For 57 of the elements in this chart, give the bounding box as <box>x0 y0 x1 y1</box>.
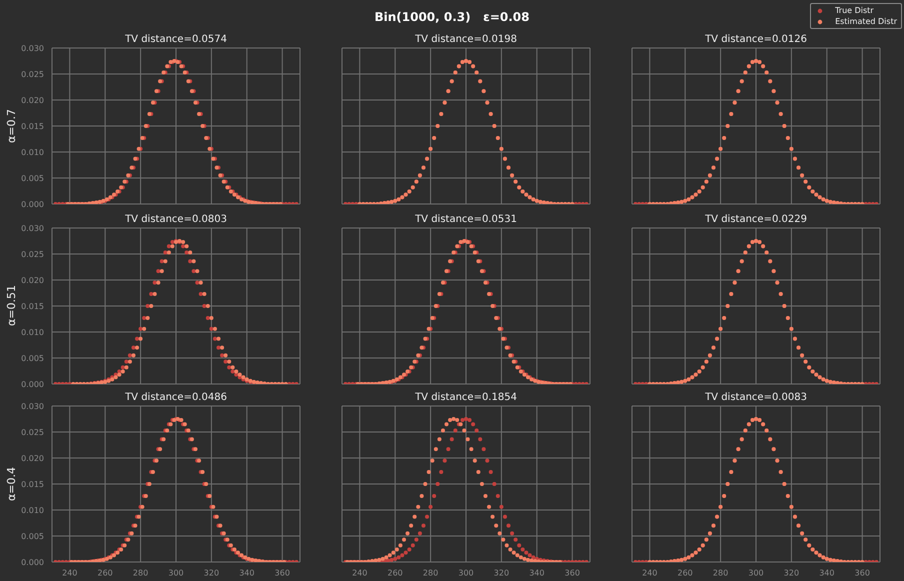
y-tick-label: 0.000 <box>21 380 44 389</box>
y-tick-label: 0.025 <box>21 70 44 79</box>
legend-label: Estimated Distr <box>835 17 897 26</box>
y-tick-label: 0.005 <box>21 174 44 183</box>
y-tick-label: 0.015 <box>21 480 44 489</box>
chart-title: TV distance=0.0083 <box>704 391 808 404</box>
x-tick-label: 280 <box>712 568 728 578</box>
x-tick-label: 340 <box>239 568 254 578</box>
x-tick-label: 260 <box>678 568 693 578</box>
x-tick-label: 320 <box>494 568 510 578</box>
chart-title: TV distance=0.0198 <box>414 33 518 46</box>
y-axis-title: α=0.51 <box>4 285 19 326</box>
y-axis-title: α=0.7 <box>4 108 19 145</box>
chart-title: TV distance=0.0531 <box>414 213 518 226</box>
x-tick-label: 320 <box>784 568 800 578</box>
x-tick-label: 320 <box>204 568 220 578</box>
x-tick-label: 300 <box>458 568 474 578</box>
y-tick-label: 0.010 <box>21 148 44 157</box>
y-tick-label: 0.005 <box>21 354 44 363</box>
legend-label: True Distr <box>835 6 874 15</box>
y-tick-label: 0.020 <box>21 276 44 285</box>
chart-title: TV distance=0.0803 <box>124 213 228 226</box>
y-tick-label: 0.025 <box>21 428 44 437</box>
x-tick-label: 340 <box>819 568 834 578</box>
x-tick-label: 360 <box>564 568 580 578</box>
chart-title: TV distance=0.0574 <box>124 33 228 46</box>
y-axis-title: α=0.4 <box>4 466 19 503</box>
x-tick-label: 240 <box>642 568 658 578</box>
x-tick-label: 240 <box>352 568 368 578</box>
y-tick-label: 0.020 <box>21 454 44 463</box>
x-tick-label: 300 <box>168 568 184 578</box>
chart-title: TV distance=0.0486 <box>124 391 228 404</box>
x-tick-label: 260 <box>98 568 113 578</box>
text: Bin(1000, 0.3) ε=0.08 <box>374 10 530 24</box>
y-tick-label: 0.030 <box>21 402 44 411</box>
y-tick-label: 0.015 <box>21 302 44 311</box>
chart-title: TV distance=0.0229 <box>704 213 808 226</box>
y-tick-label: 0.020 <box>21 96 44 105</box>
chart-title: TV distance=0.1854 <box>414 391 518 404</box>
y-tick-label: 0.010 <box>21 506 44 515</box>
x-tick-label: 280 <box>132 568 148 578</box>
y-tick-label: 0.025 <box>21 250 44 259</box>
x-tick-label: 360 <box>854 568 870 578</box>
y-tick-label: 0.005 <box>21 532 44 541</box>
y-tick-label: 0.010 <box>21 328 44 337</box>
x-tick-label: 340 <box>529 568 544 578</box>
x-tick-label: 300 <box>748 568 764 578</box>
x-tick-label: 280 <box>422 568 438 578</box>
chart-title: TV distance=0.0126 <box>704 33 808 46</box>
y-tick-label: 0.030 <box>21 44 44 53</box>
y-tick-label: 0.030 <box>21 224 44 233</box>
x-tick-label: 260 <box>388 568 403 578</box>
y-tick-label: 0.000 <box>21 558 44 567</box>
x-tick-label: 360 <box>274 568 290 578</box>
y-tick-label: 0.000 <box>21 200 44 209</box>
x-tick-label: 240 <box>62 568 78 578</box>
y-tick-label: 0.015 <box>21 122 44 131</box>
